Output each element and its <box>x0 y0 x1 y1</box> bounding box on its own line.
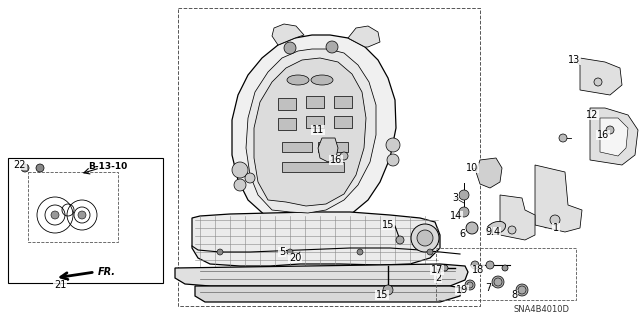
Text: 10: 10 <box>466 163 478 173</box>
Circle shape <box>459 190 469 200</box>
Circle shape <box>326 41 338 53</box>
Circle shape <box>427 249 433 255</box>
Circle shape <box>78 211 86 219</box>
Polygon shape <box>600 118 628 156</box>
Circle shape <box>442 265 448 271</box>
Circle shape <box>287 249 293 255</box>
Circle shape <box>516 284 528 296</box>
Text: 3: 3 <box>452 193 458 203</box>
Bar <box>282 142 312 152</box>
Bar <box>334 116 352 128</box>
Bar <box>306 96 324 108</box>
Text: 14: 14 <box>450 211 462 221</box>
Circle shape <box>340 152 348 160</box>
Bar <box>178 8 480 306</box>
Polygon shape <box>500 195 535 240</box>
Circle shape <box>386 138 400 152</box>
Text: FR.: FR. <box>98 267 116 277</box>
Circle shape <box>357 249 363 255</box>
Polygon shape <box>590 108 638 165</box>
Circle shape <box>466 222 478 234</box>
Circle shape <box>36 164 44 172</box>
Ellipse shape <box>311 75 333 85</box>
Circle shape <box>550 215 560 225</box>
Polygon shape <box>254 58 366 206</box>
Circle shape <box>217 249 223 255</box>
Circle shape <box>396 236 404 244</box>
Circle shape <box>51 211 59 219</box>
Text: 8: 8 <box>511 290 517 300</box>
Polygon shape <box>195 286 462 302</box>
Circle shape <box>417 230 433 246</box>
Polygon shape <box>246 49 376 213</box>
Text: 7: 7 <box>485 283 491 293</box>
Circle shape <box>232 162 248 178</box>
Circle shape <box>594 78 602 86</box>
Polygon shape <box>272 24 304 45</box>
Text: 4: 4 <box>494 227 500 237</box>
Circle shape <box>21 164 29 172</box>
Polygon shape <box>192 212 440 266</box>
Bar <box>306 116 324 128</box>
Text: 12: 12 <box>586 110 598 120</box>
Bar <box>318 142 348 152</box>
Text: 16: 16 <box>330 155 342 165</box>
Circle shape <box>411 224 439 252</box>
Polygon shape <box>348 26 380 47</box>
Text: 15: 15 <box>376 290 388 300</box>
Circle shape <box>234 179 246 191</box>
Text: 18: 18 <box>472 265 484 275</box>
Polygon shape <box>580 58 622 95</box>
Text: 19: 19 <box>456 285 468 295</box>
Circle shape <box>284 42 296 54</box>
Text: 6: 6 <box>459 229 465 239</box>
Text: 17: 17 <box>431 265 443 275</box>
Polygon shape <box>232 35 396 224</box>
Text: 13: 13 <box>568 55 580 65</box>
Polygon shape <box>535 165 582 232</box>
Polygon shape <box>175 264 468 286</box>
Bar <box>8 158 163 283</box>
Text: 2: 2 <box>435 273 441 283</box>
Text: 9: 9 <box>485 227 491 237</box>
Text: 11: 11 <box>312 125 324 135</box>
Text: 21: 21 <box>54 280 66 290</box>
Text: B-13-10: B-13-10 <box>88 162 127 171</box>
Bar <box>278 118 296 130</box>
Circle shape <box>486 261 494 269</box>
Polygon shape <box>318 138 338 162</box>
Circle shape <box>245 173 255 183</box>
Circle shape <box>559 134 567 142</box>
Circle shape <box>387 154 399 166</box>
Circle shape <box>465 280 475 290</box>
Circle shape <box>502 265 508 271</box>
Text: 1: 1 <box>553 223 559 233</box>
Circle shape <box>606 126 614 134</box>
Text: SNA4B4010D: SNA4B4010D <box>513 306 569 315</box>
Text: 20: 20 <box>289 253 301 263</box>
Bar <box>334 96 352 108</box>
Polygon shape <box>476 158 502 188</box>
Bar <box>282 162 344 172</box>
Ellipse shape <box>287 75 309 85</box>
Text: 22: 22 <box>13 160 26 170</box>
Circle shape <box>459 207 469 217</box>
Ellipse shape <box>486 221 506 234</box>
Circle shape <box>508 226 516 234</box>
Bar <box>28 172 118 242</box>
Text: 5: 5 <box>279 247 285 257</box>
Circle shape <box>471 261 479 269</box>
Bar <box>278 98 296 110</box>
Circle shape <box>383 285 393 295</box>
Circle shape <box>492 276 504 288</box>
Bar <box>436 248 576 300</box>
Text: 16: 16 <box>597 130 609 140</box>
Text: 15: 15 <box>382 220 394 230</box>
